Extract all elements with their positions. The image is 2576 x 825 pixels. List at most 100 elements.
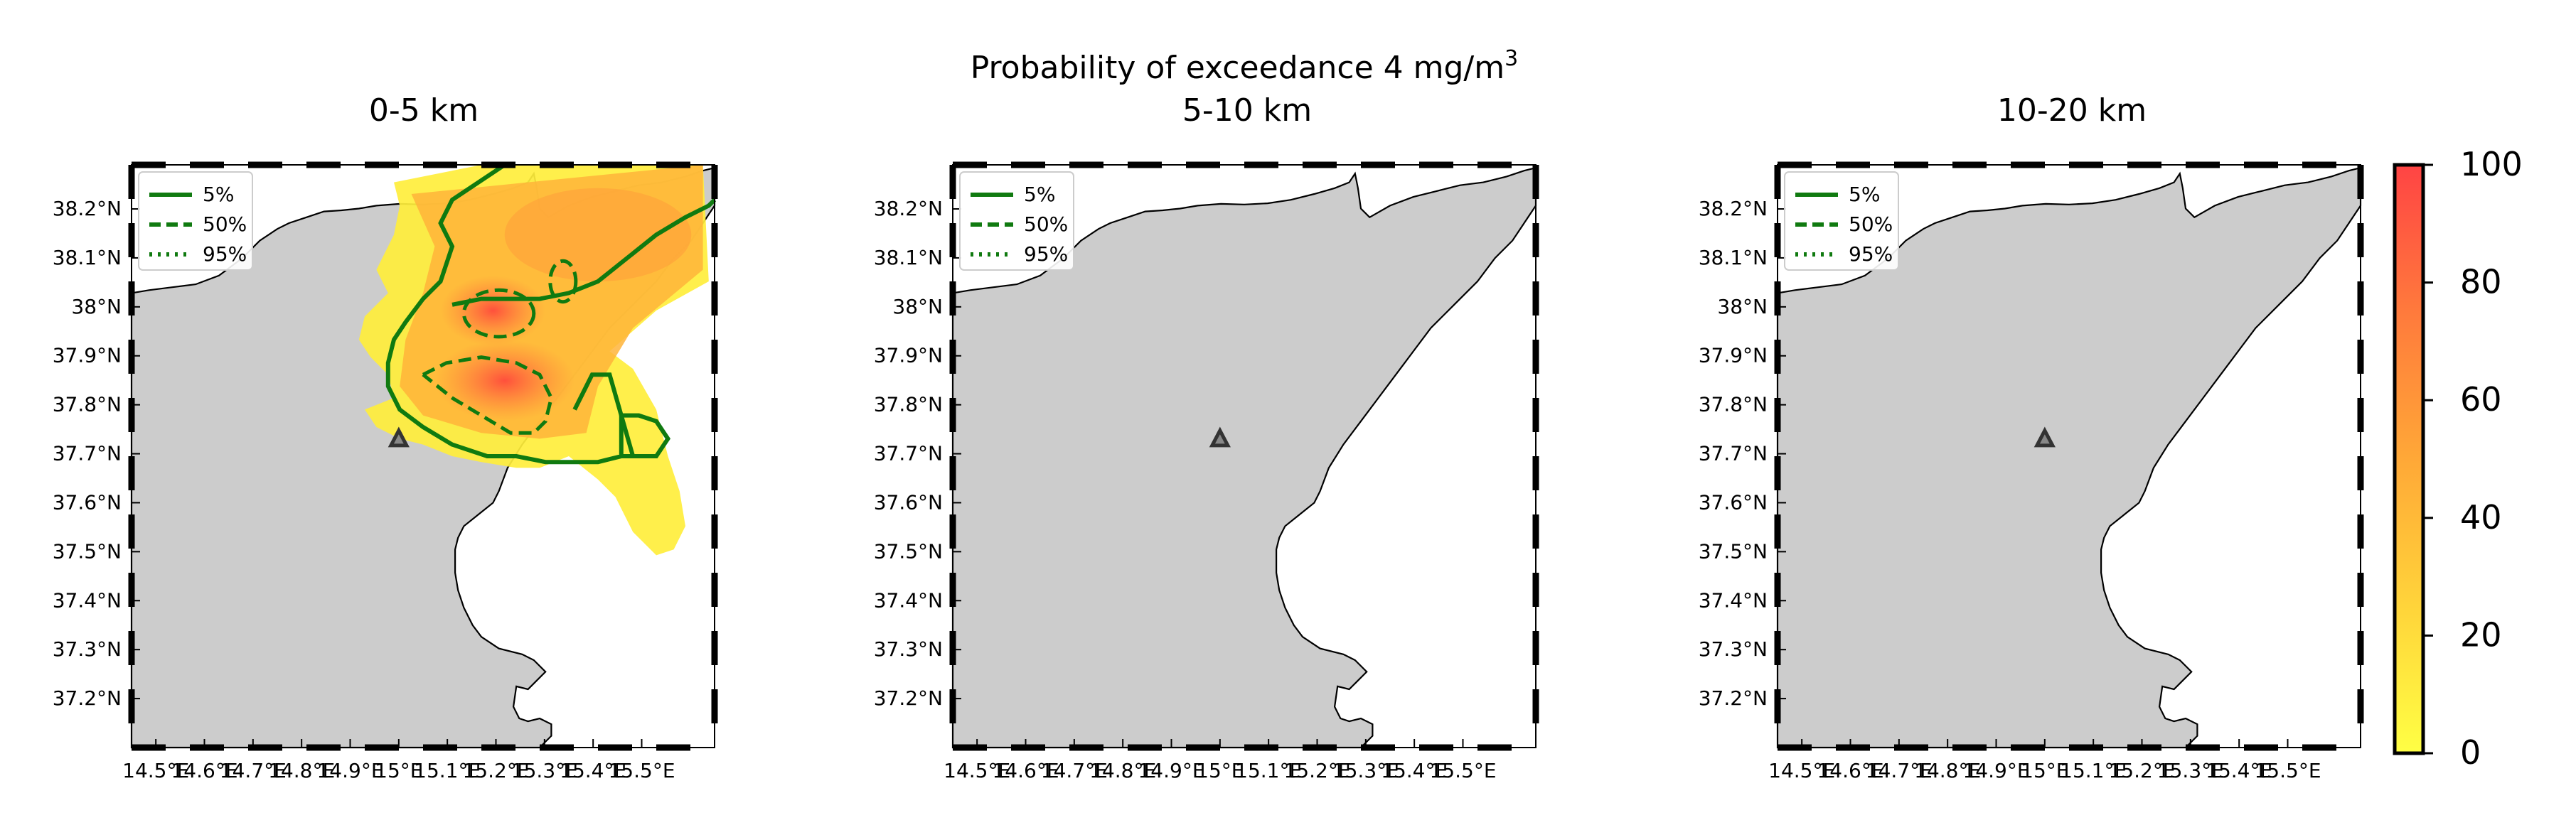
triangle-icon — [1209, 426, 1231, 448]
graticule-frame — [128, 161, 718, 751]
land — [1776, 166, 2362, 749]
lat-tick-label: 37.4°N — [53, 588, 122, 612]
lat-tick-label: 38.1°N — [53, 246, 122, 269]
lat-tick-label: 38°N — [1717, 295, 1768, 318]
lat-tick-label: 38.1°N — [1699, 246, 1768, 269]
lat-tick-label: 37.2°N — [1699, 686, 1768, 710]
lat-tick-label: 37.8°N — [53, 393, 122, 416]
legend-label: 50% — [1024, 212, 1068, 236]
legend-label: 5% — [203, 183, 234, 206]
lon-tick-label: 15°E — [1196, 759, 1244, 782]
contour-5pct — [451, 198, 717, 307]
lat-tick-label: 38.2°N — [874, 197, 943, 220]
graticule-frame — [949, 161, 1539, 751]
triangle-icon — [388, 426, 410, 448]
lat-tick-label: 38.2°N — [1699, 197, 1768, 220]
lon-tick-label: 15.3°E — [2157, 759, 2224, 782]
lat-tick-label: 37.9°N — [53, 344, 122, 367]
legend-label: 95% — [1024, 242, 1068, 266]
lon-tick-label: 14.7°E — [1866, 759, 1933, 782]
contour-5pct — [385, 163, 671, 465]
lon-tick-label: 14.8°E — [1914, 759, 1981, 782]
contour-50pct — [548, 259, 578, 304]
legend-label: 50% — [1849, 212, 1893, 236]
lon-tick-label: 14.8°E — [1089, 759, 1156, 782]
lon-tick-label: 14.5°E — [944, 759, 1010, 782]
legend-label: 95% — [203, 242, 247, 266]
contour-legend: 5% 50% 95% — [138, 171, 253, 271]
contour-legend: 5% 50% 95% — [1784, 171, 1899, 271]
panel-title-5-10km: 5-10 km — [1182, 92, 1312, 129]
lat-tick-label: 37.5°N — [874, 539, 943, 563]
triangle-icon — [2033, 426, 2056, 448]
lat-tick-label: 38.1°N — [874, 246, 943, 269]
lat-tick-label: 37.6°N — [53, 490, 122, 514]
colorbar-tick-label: 0 — [2460, 733, 2481, 772]
lat-tick-label: 37.9°N — [1699, 344, 1768, 367]
land — [951, 166, 1537, 749]
lon-tick-label: 14.6°E — [171, 759, 237, 782]
colorbar-gradient — [2395, 165, 2423, 753]
lon-tick-label: 15.1°E — [414, 759, 481, 782]
lat-tick-label: 37.3°N — [53, 637, 122, 661]
legend-label: 5% — [1024, 183, 1055, 206]
lat-tick-label: 37.9°N — [874, 344, 943, 367]
lon-tick-label: 14.9°E — [1138, 759, 1204, 782]
lon-tick-label: 15.4°E — [1381, 759, 1448, 782]
lon-tick-label: 14.8°E — [268, 759, 335, 782]
colorbar: 100 80 60 40 20 0 — [2393, 145, 2523, 772]
lon-tick-label: 14.5°E — [122, 759, 189, 782]
legend-label: 5% — [1849, 183, 1880, 206]
contour-legend: 5% 50% 95% — [959, 171, 1074, 271]
lon-tick-label: 15°E — [2021, 759, 2068, 782]
lat-tick-label: 37.4°N — [874, 588, 943, 612]
map-panel-10-20 km: 38.2°N 38.1°N 38°N 37.9°N 37.8°N 37.7°N 37.6°N… — [1699, 161, 2364, 782]
colorbar-tick-label: 100 — [2460, 145, 2523, 183]
lat-tick-label: 37.8°N — [1699, 393, 1768, 416]
lat-tick-label: 37.2°N — [53, 686, 122, 710]
lat-tick-label: 37.5°N — [1699, 539, 1768, 563]
lat-tick-label: 37.4°N — [1699, 588, 1768, 612]
lon-tick-label: 14.9°E — [316, 759, 383, 782]
lat-tick-label: 38.2°N — [53, 197, 122, 220]
colorbar-tick-label: 60 — [2460, 380, 2502, 419]
panel-title-0-5km: 0-5 km — [369, 92, 479, 129]
legend-label: 95% — [1849, 242, 1893, 266]
lon-tick-label: 15.4°E — [560, 759, 626, 782]
map-panel-0-5 km: 38.2°N 38.1°N 38°N 37.9°N 37.8°N 37.7°N 37.6°N… — [53, 161, 718, 782]
lat-tick-label: 37.2°N — [874, 686, 943, 710]
lat-tick-label: 38°N — [71, 295, 122, 318]
lon-tick-label: 14.5°E — [1768, 759, 1835, 782]
lat-tick-label: 37.7°N — [1699, 442, 1768, 465]
exceedance-plume — [358, 163, 717, 556]
lat-tick-label: 38°N — [892, 295, 943, 318]
lat-tick-label: 37.5°N — [53, 539, 122, 563]
lon-tick-label: 14.7°E — [1041, 759, 1108, 782]
figure-title: Probability of exceedance 4 mg/m3 — [971, 46, 1518, 86]
lon-tick-label: 15.5°E — [2254, 759, 2321, 782]
lon-tick-label: 15.4°E — [2206, 759, 2272, 782]
lon-tick-label: 15°E — [375, 759, 422, 782]
lon-tick-label: 14.6°E — [992, 759, 1059, 782]
lon-tick-label: 15.1°E — [2060, 759, 2127, 782]
lon-tick-label: 15.5°E — [1429, 759, 1496, 782]
plume-mid — [504, 188, 692, 281]
colorbar-tick-label: 80 — [2460, 263, 2502, 301]
lat-tick-label: 37.7°N — [53, 442, 122, 465]
lon-tick-label: 14.7°E — [220, 759, 287, 782]
colorbar-frame — [2393, 163, 2425, 755]
lat-tick-label: 37.8°N — [874, 393, 943, 416]
contour-50pct — [422, 355, 554, 435]
lat-tick-label: 37.7°N — [874, 442, 943, 465]
colorbar-tick-label: 20 — [2460, 615, 2502, 654]
legend-label: 50% — [203, 212, 247, 236]
plume-high — [434, 340, 575, 421]
panel-title-10-20km: 10-20 km — [1997, 92, 2147, 129]
lat-tick-label: 37.3°N — [1699, 637, 1768, 661]
colorbar-tick-label: 40 — [2460, 498, 2502, 536]
lat-tick-label: 37.6°N — [874, 490, 943, 514]
lon-tick-label: 14.6°E — [1817, 759, 1883, 782]
lon-tick-label: 15.5°E — [608, 759, 675, 782]
graticule-frame — [1774, 161, 2364, 751]
